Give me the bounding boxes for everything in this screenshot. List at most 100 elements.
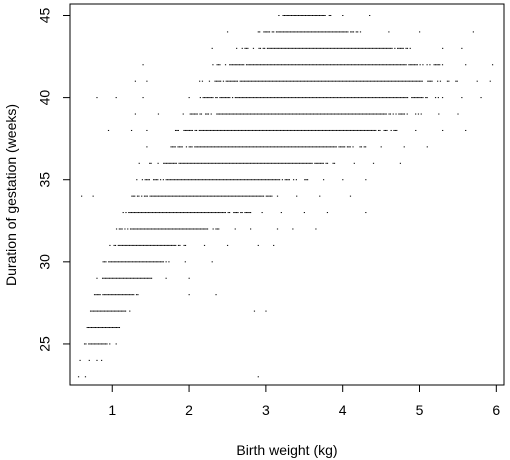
data-point bbox=[124, 261, 127, 263]
data-point bbox=[234, 64, 236, 66]
data-point bbox=[184, 162, 186, 164]
data-point bbox=[409, 47, 411, 49]
data-point bbox=[269, 80, 271, 82]
data-point bbox=[176, 195, 178, 197]
data-point bbox=[143, 277, 146, 279]
data-point bbox=[262, 47, 264, 49]
data-point bbox=[267, 179, 269, 181]
data-point bbox=[321, 97, 323, 99]
data-point bbox=[103, 277, 105, 279]
data-point bbox=[147, 212, 149, 214]
data-point bbox=[389, 80, 391, 82]
data-point bbox=[113, 294, 115, 296]
data-point bbox=[254, 195, 256, 197]
data-point bbox=[299, 146, 301, 148]
data-point bbox=[92, 327, 94, 329]
data-point bbox=[167, 162, 169, 164]
data-point bbox=[273, 244, 275, 246]
data-point bbox=[284, 113, 287, 115]
x-tick-label: 3 bbox=[262, 402, 270, 418]
data-point bbox=[138, 228, 140, 230]
data-point bbox=[109, 294, 111, 296]
data-point bbox=[437, 64, 439, 66]
data-point bbox=[149, 277, 151, 279]
data-point bbox=[294, 97, 297, 99]
data-point bbox=[133, 261, 135, 263]
data-point bbox=[273, 162, 275, 164]
data-point bbox=[357, 97, 360, 99]
data-point bbox=[265, 129, 268, 131]
data-point bbox=[296, 47, 298, 49]
data-point bbox=[194, 129, 196, 131]
data-point bbox=[196, 113, 198, 115]
data-point bbox=[229, 179, 232, 181]
y-tick-label: 25 bbox=[37, 336, 53, 352]
data-point bbox=[398, 113, 400, 115]
data-point bbox=[153, 195, 155, 197]
data-point bbox=[324, 113, 326, 115]
data-point bbox=[110, 327, 112, 329]
data-point bbox=[355, 64, 357, 66]
data-point bbox=[242, 179, 244, 181]
data-point bbox=[140, 261, 142, 263]
data-point bbox=[212, 162, 214, 164]
data-point bbox=[275, 129, 277, 131]
data-point bbox=[263, 129, 265, 131]
data-point bbox=[112, 310, 114, 312]
data-point bbox=[84, 376, 87, 378]
data-point bbox=[269, 64, 271, 66]
data-point bbox=[417, 113, 420, 115]
data-point bbox=[320, 129, 322, 131]
data-point bbox=[192, 212, 194, 214]
data-point bbox=[285, 97, 287, 99]
data-point bbox=[349, 146, 351, 148]
data-point bbox=[342, 47, 344, 49]
data-point bbox=[426, 64, 428, 66]
data-point bbox=[223, 113, 225, 115]
data-point bbox=[307, 97, 309, 99]
data-point bbox=[248, 97, 250, 99]
data-point bbox=[354, 113, 357, 115]
data-point bbox=[351, 31, 353, 33]
data-point bbox=[289, 146, 291, 148]
data-point bbox=[296, 97, 298, 99]
data-point bbox=[282, 47, 284, 49]
data-point bbox=[398, 64, 400, 66]
data-point bbox=[431, 80, 433, 82]
data-point bbox=[380, 97, 382, 99]
data-point bbox=[148, 277, 150, 279]
data-point bbox=[179, 179, 181, 181]
data-point bbox=[202, 228, 204, 230]
data-point bbox=[157, 113, 160, 115]
data-point bbox=[217, 179, 219, 181]
data-point bbox=[250, 64, 252, 66]
data-point bbox=[252, 113, 254, 115]
data-point bbox=[184, 261, 186, 263]
data-point bbox=[383, 64, 385, 66]
data-point bbox=[254, 113, 256, 115]
data-point bbox=[413, 97, 416, 99]
data-point bbox=[378, 80, 380, 82]
data-point bbox=[190, 129, 192, 131]
data-point bbox=[295, 31, 297, 33]
data-point bbox=[406, 97, 409, 99]
data-point bbox=[149, 212, 151, 214]
data-point bbox=[364, 113, 366, 115]
data-point bbox=[343, 113, 345, 115]
data-point bbox=[159, 228, 161, 230]
data-point bbox=[321, 162, 323, 164]
data-point bbox=[378, 64, 381, 66]
data-point bbox=[352, 31, 355, 33]
data-point bbox=[252, 162, 254, 164]
data-point bbox=[155, 228, 157, 230]
data-point bbox=[300, 97, 302, 99]
data-point bbox=[119, 294, 121, 296]
data-point bbox=[171, 195, 174, 197]
data-point bbox=[242, 113, 245, 115]
data-point bbox=[276, 228, 279, 230]
data-point bbox=[106, 277, 108, 279]
data-point bbox=[273, 80, 275, 82]
data-point bbox=[209, 97, 211, 99]
data-point bbox=[287, 97, 290, 99]
data-point bbox=[456, 80, 458, 82]
